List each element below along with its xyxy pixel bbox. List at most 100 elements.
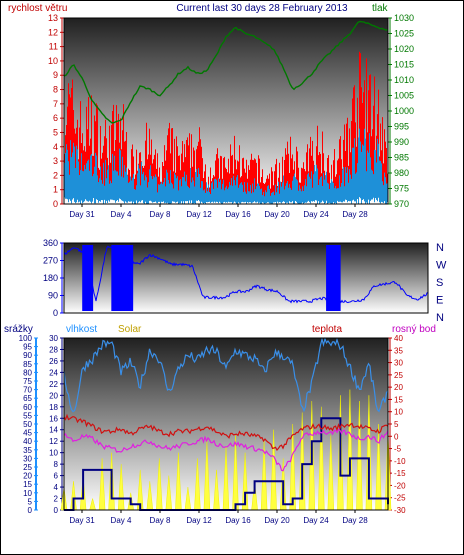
humidity-tick-label: 2: [54, 495, 59, 504]
day-label: Day 20: [264, 210, 290, 219]
solar-series: [60, 389, 392, 511]
day-label: Day 8: [150, 210, 171, 219]
pressure-tick-label: 980: [394, 168, 409, 178]
humidity-series: [63, 337, 389, 413]
pressure-tick-label: 990: [394, 137, 409, 147]
direction-swing-block: [82, 245, 94, 311]
compass-label: N: [436, 242, 444, 254]
rain-tick-label: 35: [23, 446, 32, 455]
temp-tick-label: 30: [394, 359, 403, 368]
wind-tick-label: 7: [53, 99, 58, 109]
wind-tick-label: 2: [53, 170, 58, 180]
compass-label: N: [436, 312, 444, 324]
direction-tick-label: 90: [48, 291, 58, 301]
wind-axis-label: rychlost větru: [8, 3, 67, 14]
rain-tick-label: 0: [28, 506, 33, 515]
pressure-tick-label: 1000: [394, 106, 414, 116]
rain-tick-label: 65: [23, 394, 32, 403]
humidity-tick-label: 30: [49, 334, 58, 343]
legend-solar: Solar: [118, 324, 142, 335]
day-label: Day 16: [225, 210, 251, 219]
day-label: Day 31: [69, 516, 95, 525]
direction-swing-block: [326, 245, 341, 311]
rain-tick-label: 85: [23, 360, 32, 369]
wind-tick-label: 11: [49, 42, 58, 52]
pressure-tick-label: 1020: [394, 44, 414, 54]
rain-tick-label: 5: [28, 497, 33, 506]
wind-tick-label: 9: [53, 70, 58, 80]
wind-tick-label: 3: [53, 156, 58, 166]
rain-tick-label: 10: [23, 489, 32, 498]
temp-tick-label: -30: [394, 506, 406, 515]
pressure-tick-label: 1010: [394, 75, 414, 85]
rain-tick-label: 95: [23, 343, 32, 352]
direction-tick-label: 270: [43, 256, 58, 266]
rain-series: [64, 417, 389, 511]
legend-humidity: vlhkost: [66, 324, 97, 335]
rain-tick-label: 45: [23, 429, 32, 438]
day-label: Day 20: [264, 516, 290, 525]
wind-tick-label: 12: [48, 27, 58, 37]
rain-tick-label: 30: [23, 454, 32, 463]
day-label: Day 4: [111, 516, 132, 525]
day-label: Day 31: [69, 210, 95, 219]
pressure-tick-label: 1030: [394, 13, 414, 23]
humidity-tick-label: 14: [49, 426, 58, 435]
compass-label: E: [436, 295, 443, 307]
direction-tick-label: 180: [43, 273, 58, 283]
legend-dewpoint: rosný bod: [392, 324, 436, 335]
temp-tick-label: -10: [394, 457, 406, 466]
dewpoint-series: [63, 428, 389, 472]
pressure-tick-label: 975: [394, 184, 409, 194]
rain-tick-label: 70: [23, 386, 32, 395]
humidity-tick-label: 24: [49, 368, 58, 377]
day-label: Day 4: [111, 210, 132, 219]
humidity-tick-label: 16: [49, 414, 58, 423]
rain-tick-label: 75: [23, 377, 32, 386]
temp-tick-label: 0: [394, 432, 399, 441]
humidity-tick-label: 20: [49, 391, 58, 400]
wind-pressure-chart: 0123456789101112139709759809859909951000…: [48, 13, 414, 219]
temp-tick-label: 10: [394, 408, 403, 417]
pressure-tick-label: 1015: [394, 60, 414, 70]
pressure-tick-label: 1005: [394, 91, 414, 101]
rain-tick-label: 20: [23, 472, 32, 481]
rain-tick-label: 100: [19, 334, 33, 343]
wind-tick-label: 4: [53, 142, 58, 152]
wind-tick-label: 13: [48, 13, 58, 23]
rain-tick-label: 40: [23, 437, 32, 446]
rain-tick-label: 60: [23, 403, 32, 412]
humidity-tick-label: 18: [49, 403, 58, 412]
pressure-tick-label: 985: [394, 153, 409, 163]
page-title: Current last 30 days 28 February 2013: [176, 3, 348, 14]
day-label: Day 16: [225, 516, 251, 525]
temp-tick-label: -5: [394, 445, 402, 454]
temp-tick-label: -25: [394, 494, 406, 503]
humidity-tick-label: 8: [54, 460, 59, 469]
wind-tick-label: 0: [53, 199, 58, 209]
humidity-tick-label: 22: [49, 380, 58, 389]
wind-tick-label: 1: [53, 185, 58, 195]
legend-temperature: teplota: [312, 324, 342, 335]
temp-tick-label: 25: [394, 371, 403, 380]
temp-tick-label: 20: [394, 383, 403, 392]
pressure-tick-label: 1025: [394, 29, 414, 39]
day-label: Day 12: [186, 516, 212, 525]
humidity-tick-label: 26: [49, 357, 58, 366]
compass-label: W: [436, 260, 447, 272]
temp-tick-label: 5: [394, 420, 399, 429]
day-label: Day 24: [303, 210, 329, 219]
rain-tick-label: 55: [23, 411, 32, 420]
day-label: Day 28: [342, 516, 368, 525]
day-label: Day 24: [303, 516, 329, 525]
compass-label: S: [436, 277, 443, 289]
humidity-tick-label: 10: [49, 449, 58, 458]
humidity-tick-label: 12: [49, 437, 58, 446]
humidity-temp-chart: 0510152025303540455055606570758085909510…: [19, 334, 406, 525]
rain-tick-label: 15: [23, 480, 32, 489]
humidity-tick-label: 0: [54, 506, 59, 515]
temp-tick-label: -15: [394, 469, 406, 478]
pressure-series: [63, 20, 389, 124]
